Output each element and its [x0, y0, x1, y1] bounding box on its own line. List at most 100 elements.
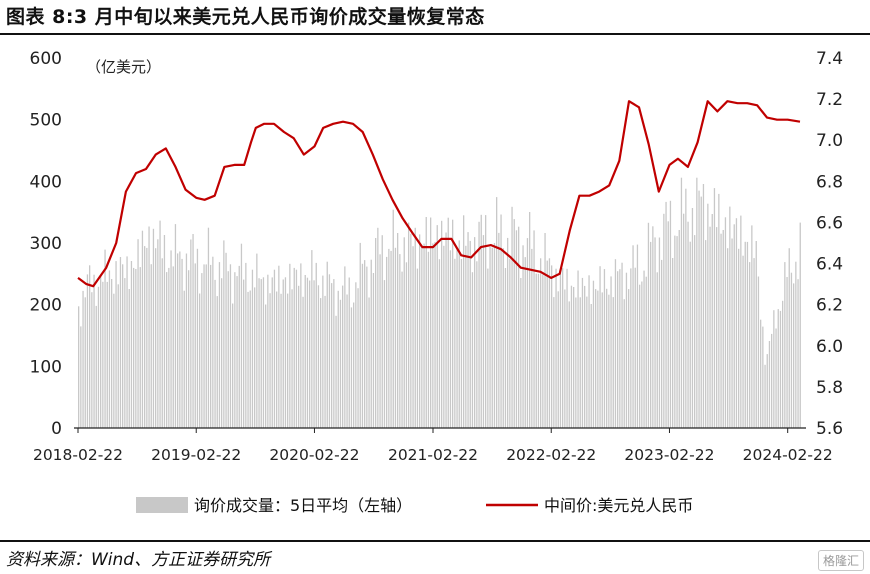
volume-bar [322, 275, 324, 428]
volume-bar [232, 303, 234, 428]
volume-bar [782, 300, 784, 428]
volume-bar [130, 261, 133, 428]
volume-bar [584, 285, 586, 428]
volume-bar [337, 290, 339, 428]
volume-bar [251, 269, 254, 428]
volume-bar [243, 279, 245, 428]
volume-bar [91, 292, 93, 428]
volume-bar [254, 287, 256, 428]
volume-bar [639, 284, 641, 428]
volume-bar [436, 225, 438, 428]
volume-bar [537, 273, 540, 428]
volume-bar [705, 240, 707, 428]
volume-bar [707, 203, 709, 428]
volume-bar [181, 258, 183, 428]
volume-bar [335, 315, 337, 428]
left-y-tick-label: 300 [30, 234, 62, 254]
volume-bar [786, 277, 788, 428]
volume-bar [764, 364, 766, 428]
volume-bar [507, 237, 509, 428]
volume-bar [724, 217, 727, 428]
volume-bar [311, 250, 313, 428]
volume-bar [518, 226, 520, 428]
volume-bar [194, 263, 196, 428]
volume-bar [159, 220, 161, 428]
right-y-tick-labels: 5.6 5.8 6.0 6.2 6.4 6.6 6.8 7.0 7.2 7.4 [816, 49, 843, 439]
volume-bar [566, 268, 568, 428]
volume-bar [511, 206, 513, 428]
x-tick-label: 2023-02-22 [624, 446, 714, 464]
volume-bar [577, 270, 579, 428]
right-y-tick-label: 6.0 [816, 337, 843, 357]
volume-bar [551, 265, 553, 428]
volume-bar [328, 274, 331, 428]
volume-bar [480, 214, 482, 428]
volume-bar [751, 225, 753, 428]
volume-bar [744, 241, 746, 428]
volume-bar [709, 226, 711, 428]
volume-bar [392, 209, 394, 428]
volume-bar [278, 265, 280, 428]
x-tick-label: 2018-02-22 [33, 446, 123, 464]
volume-bar [753, 258, 755, 428]
volume-bar [650, 241, 652, 428]
volume-bar [141, 230, 144, 428]
volume-bar [144, 246, 146, 428]
volume-bar [579, 297, 581, 428]
volume-bar [324, 295, 326, 428]
volume-bar [86, 274, 89, 428]
volume-bar [526, 238, 529, 428]
volume-bar [366, 266, 368, 428]
volume-bar [663, 213, 665, 428]
volume-bar [260, 279, 262, 428]
volume-bar [658, 237, 661, 428]
volume-bar [139, 267, 141, 428]
volume-bar [641, 281, 643, 428]
volume-bar [320, 298, 322, 428]
volume-bar [423, 243, 425, 428]
volume-bar [234, 272, 236, 428]
bar-series [78, 177, 801, 428]
volume-bar [221, 278, 223, 428]
volume-bar [595, 289, 597, 428]
volume-bar [612, 297, 614, 428]
volume-bar [100, 274, 102, 428]
volume-bar [273, 269, 276, 428]
volume-bar [410, 233, 412, 428]
volume-bar [559, 270, 562, 428]
volume-bar [797, 279, 799, 428]
volume-bar [267, 274, 269, 428]
volume-bar [150, 264, 152, 428]
volume-bar [665, 201, 667, 428]
volume-bar [757, 276, 760, 428]
volume-bar [229, 264, 232, 428]
volume-bar [540, 258, 542, 428]
volume-bar [317, 285, 320, 428]
volume-bar [196, 248, 199, 428]
volume-bar [249, 290, 251, 428]
volume-bar [667, 221, 669, 428]
volume-bar [564, 289, 566, 428]
volume-bar [313, 280, 315, 428]
volume-bar [388, 248, 390, 428]
volume-bar [166, 272, 168, 428]
volume-bar [680, 177, 683, 428]
volume-bar [348, 277, 350, 428]
volume-bar [80, 326, 82, 428]
volume-bar [157, 239, 159, 428]
top-rule [0, 33, 870, 35]
volume-bar [183, 290, 185, 428]
volume-bar [713, 188, 716, 428]
volume-bar [399, 254, 401, 428]
volume-bar [619, 269, 621, 428]
volume-bar [78, 306, 80, 428]
volume-bar [262, 277, 265, 428]
volume-bar [762, 326, 764, 428]
volume-bar [419, 234, 421, 428]
volume-bar [302, 296, 304, 428]
bottom-rule [0, 540, 870, 542]
volume-bar [597, 290, 599, 428]
right-y-tick-label: 5.6 [816, 419, 843, 439]
volume-bar [438, 259, 441, 428]
volume-bar [390, 250, 392, 428]
